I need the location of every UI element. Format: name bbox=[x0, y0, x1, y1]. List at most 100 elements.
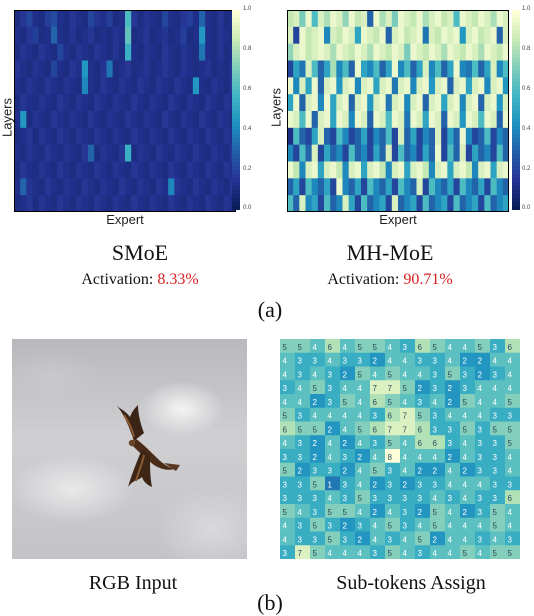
grid-cell bbox=[430, 490, 446, 505]
heatmap-cell bbox=[305, 178, 313, 196]
heatmap-cell bbox=[484, 60, 491, 78]
heatmap-cell bbox=[398, 178, 405, 196]
heatmap-cell bbox=[106, 60, 114, 78]
heatmap-cell bbox=[502, 94, 509, 112]
heatmap-cell bbox=[88, 77, 95, 95]
grid-cell-value: 4 bbox=[418, 453, 423, 462]
heatmap-cell bbox=[131, 60, 138, 78]
heatmap-cell bbox=[63, 60, 70, 78]
heatmap-cell bbox=[490, 94, 498, 112]
heatmap-cell bbox=[205, 161, 212, 179]
heatmap-cell bbox=[81, 77, 89, 95]
grid-cell bbox=[310, 435, 326, 450]
smoe-colorbar-tick: 0.0 bbox=[243, 205, 252, 211]
heatmap-cell bbox=[342, 26, 350, 45]
mhmoe-xlabel: Expert bbox=[379, 212, 417, 227]
heatmap-cell bbox=[373, 94, 380, 112]
mhmoe-colorbar-tick: 0.4 bbox=[522, 126, 531, 132]
heatmap-cell bbox=[428, 10, 436, 28]
mhmoe-colorbar bbox=[512, 10, 520, 211]
heatmap-cell bbox=[348, 144, 356, 162]
grid-cell bbox=[505, 339, 520, 354]
grid-cell-value: 3 bbox=[493, 343, 498, 352]
heatmap-cell bbox=[367, 60, 374, 78]
heatmap-cell bbox=[75, 161, 83, 179]
heatmap-cell bbox=[453, 161, 461, 179]
grid-cell bbox=[280, 366, 296, 381]
heatmap-cell bbox=[416, 94, 424, 112]
heatmap-cell bbox=[330, 60, 337, 78]
heatmap-cell bbox=[211, 144, 218, 162]
heatmap-cell bbox=[361, 77, 368, 95]
heatmap-cell bbox=[361, 195, 368, 212]
heatmap-cell bbox=[94, 77, 101, 95]
heatmap-cell bbox=[75, 195, 83, 212]
heatmap-cell bbox=[205, 111, 212, 129]
heatmap-cell bbox=[155, 60, 163, 78]
heatmap-cell bbox=[305, 161, 313, 179]
grid-cell bbox=[295, 407, 311, 422]
colorbar-segment bbox=[512, 30, 520, 35]
grid-cell bbox=[280, 545, 296, 559]
colorbar-segment bbox=[232, 70, 240, 75]
grid-cell-value: 3 bbox=[403, 494, 408, 503]
colorbar-segment bbox=[232, 174, 240, 179]
heatmap-cell bbox=[373, 161, 380, 179]
grid-cell bbox=[445, 462, 461, 477]
grid-cell-value: 6 bbox=[388, 412, 393, 421]
grid-cell bbox=[490, 407, 506, 422]
heatmap-cell bbox=[192, 10, 200, 28]
mhmoe-activation-value: 90.71% bbox=[403, 271, 453, 288]
heatmap-cell bbox=[361, 94, 368, 112]
heatmap-cell bbox=[398, 26, 405, 45]
heatmap-cell bbox=[330, 26, 337, 45]
heatmap-cell bbox=[354, 60, 362, 78]
heatmap-cell bbox=[51, 94, 58, 112]
heatmap-cell bbox=[44, 26, 52, 45]
heatmap-cell bbox=[398, 111, 405, 129]
heatmap-cell bbox=[137, 178, 144, 196]
heatmap-cell bbox=[441, 10, 448, 28]
grid-cell-value: 5 bbox=[508, 425, 513, 434]
heatmap-cell bbox=[348, 94, 356, 112]
heatmap-cell bbox=[125, 26, 132, 45]
grid-cell bbox=[460, 504, 476, 519]
heatmap-cell bbox=[287, 161, 294, 179]
grid-cell bbox=[385, 545, 401, 559]
heatmap-cell bbox=[192, 161, 200, 179]
heatmap-cell bbox=[472, 144, 479, 162]
heatmap-cell bbox=[299, 161, 306, 179]
mhmoe-ylabel: Layers bbox=[268, 87, 284, 128]
heatmap-cell bbox=[137, 111, 144, 129]
grid-cell bbox=[445, 421, 461, 436]
heatmap-cell bbox=[106, 195, 114, 212]
heatmap-cell bbox=[478, 60, 485, 78]
heatmap-cell bbox=[465, 178, 473, 196]
colorbar-segment bbox=[232, 74, 240, 79]
heatmap-cell bbox=[317, 161, 325, 179]
grid-cell-value: 4 bbox=[508, 384, 513, 393]
heatmap-cell bbox=[416, 111, 424, 129]
heatmap-cell bbox=[379, 26, 387, 45]
colorbar-segment bbox=[512, 158, 520, 163]
heatmap-cell bbox=[38, 178, 46, 196]
heatmap-cell bbox=[422, 127, 430, 146]
heatmap-cell bbox=[416, 144, 424, 162]
heatmap-cell bbox=[94, 26, 101, 45]
grid-cell bbox=[490, 366, 506, 381]
heatmap-cell bbox=[478, 161, 485, 179]
grid-cell bbox=[415, 394, 431, 409]
heatmap-cell bbox=[186, 26, 194, 45]
heatmap-cell bbox=[502, 178, 509, 196]
grid-cell-value: 4 bbox=[343, 425, 348, 434]
grid-cell-value: 3 bbox=[433, 480, 438, 489]
heatmap-cell bbox=[336, 26, 343, 45]
heatmap-cell bbox=[205, 178, 212, 196]
heatmap-cell bbox=[217, 26, 225, 45]
heatmap-cell bbox=[88, 26, 95, 45]
heatmap-cell bbox=[32, 161, 40, 179]
heatmap-cell bbox=[149, 195, 157, 212]
heatmap-cell bbox=[354, 161, 362, 179]
heatmap-cell bbox=[453, 144, 461, 162]
heatmap-cell bbox=[205, 144, 212, 162]
